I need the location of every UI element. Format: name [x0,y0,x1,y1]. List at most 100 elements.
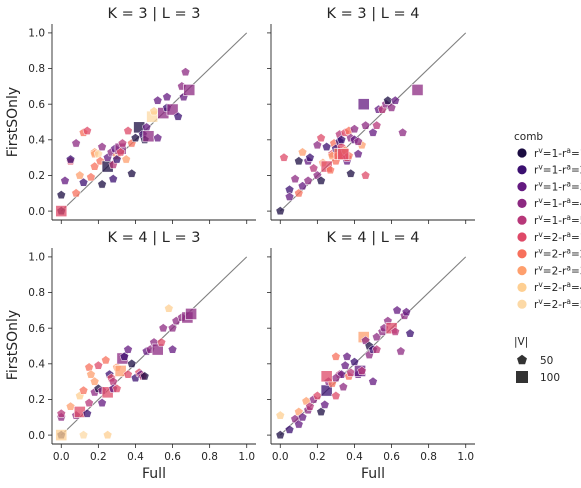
data-point-pentagon [102,430,113,440]
legend-label-part: v [538,146,543,155]
legend-marker [517,266,527,276]
legend-label-part: v [538,280,543,289]
legend-size-label: 100 [540,372,560,384]
data-point-pentagon [360,120,371,130]
x-axis-labels: Full Full [142,466,385,482]
y-tick-label: 0.0 [28,430,45,442]
legend-label-part: v [538,297,543,306]
data-point-pentagon [290,174,300,183]
legend: comb rv=1-ra=1rv=1-ra=2rv=1-ra=3rv=1-ra=… [514,131,581,384]
data-point-pentagon [112,383,122,393]
data-point-pentagon [401,307,412,317]
data-point-pentagon [140,371,150,381]
data-point-pentagon [65,154,76,164]
x-tick-label: 0.4 [346,451,363,463]
legend-label-part: =3 [571,181,581,193]
legend-label-part: a [566,179,571,188]
legend-marker [517,215,527,225]
data-point-pentagon [101,355,111,365]
legend-marker [517,182,527,192]
data-point-square [55,205,68,217]
legend-label-part: =2-r [543,232,567,244]
data-point-pentagon [386,102,397,112]
legend-size-marker-pentagon [517,354,527,365]
x-tick-label: 0.2 [90,451,107,463]
panels-group: K = 3 | L = 30.00.20.40.60.81.0K = 3 | L… [28,6,475,463]
data-point-pentagon [349,357,360,367]
y-tick-label: 0.6 [28,323,45,335]
point-group [275,305,415,440]
data-point-square [151,343,164,356]
y-tick-label: 0.8 [28,287,45,299]
data-point-pentagon [89,376,100,386]
legend-label-part: =1 [571,232,581,244]
y-tick-label: 0.4 [28,135,45,147]
data-point-pentagon [158,323,168,333]
xlabel-right: Full [361,466,385,482]
data-point-pentagon [153,133,163,143]
legend-label: rv=1-ra=3 [534,179,581,193]
legend-label: rv=1-ra=1 [534,146,581,160]
data-point-pentagon [108,174,118,183]
legend-marker [517,232,527,242]
legend-label-part: =2 [571,165,581,177]
legend-title: comb [514,131,543,143]
data-point-pentagon [164,303,174,313]
xlabel-left: Full [142,466,166,482]
legend-label-part: =2-r [543,299,567,311]
data-point-pentagon [130,133,141,143]
legend-label-part: =5 [571,299,581,311]
data-point-pentagon [78,430,89,440]
data-point-pentagon [305,401,315,411]
legend-label: rv=1-ra=2 [534,163,581,177]
data-point-pentagon [112,154,122,164]
data-point-pentagon [342,351,352,361]
legend-marker [517,249,527,259]
data-point-pentagon [71,138,81,148]
data-point-pentagon [284,424,295,434]
data-point-pentagon [372,344,382,354]
data-point-pentagon [123,369,133,379]
data-point-pentagon [303,175,313,185]
legend-label-part: r [534,215,539,227]
legend-label-part: =1-r [543,148,567,160]
panel-3: K = 4 | L = 3 0.0 0.0 0.2 0.2 0.4 0.4 0.6 0.6 0.8… [28,230,256,463]
data-point-pentagon [294,419,304,429]
data-point-pentagon [75,170,85,180]
legend-label-part: v [538,247,543,256]
data-point-pentagon [173,111,183,121]
legend-label-part: =4 [571,282,581,294]
data-point-square [357,98,370,111]
legend-label-part: a [566,213,571,222]
legend-label: rv=2-ra=5 [534,297,581,311]
legend-entry: rv=2-ra=2 [517,247,581,261]
legend-label-part: r [534,148,539,160]
data-point-pentagon [297,412,308,422]
data-point-pentagon [279,152,289,162]
legend-label-part: a [566,247,571,256]
data-point-pentagon [180,67,191,77]
data-point-square [166,103,179,116]
data-point-pentagon [316,133,326,143]
data-point-square [385,322,398,335]
data-point-pentagon [372,120,382,130]
legend-marker [517,299,527,309]
y-tick-label: 0.2 [28,170,45,182]
legend-label-part: =5 [571,215,581,227]
legend-label-part: v [538,179,543,188]
data-point-square [320,370,333,383]
legend-marker [517,165,527,175]
data-point-pentagon [275,410,285,420]
legend-label-part: r [534,181,539,193]
legend-label-part: r [534,299,539,311]
point-group [55,67,196,217]
data-point-pentagon [86,369,96,379]
data-point-pentagon [78,385,89,395]
data-point-pentagon [167,344,178,354]
legend-label-part: =3 [571,265,581,277]
legend-label-part: v [538,230,543,239]
data-point-pentagon [84,398,94,407]
data-point-square [183,84,196,96]
legend-label-part: =4 [571,198,581,210]
legend-entry: rv=2-ra=5 [517,297,581,311]
